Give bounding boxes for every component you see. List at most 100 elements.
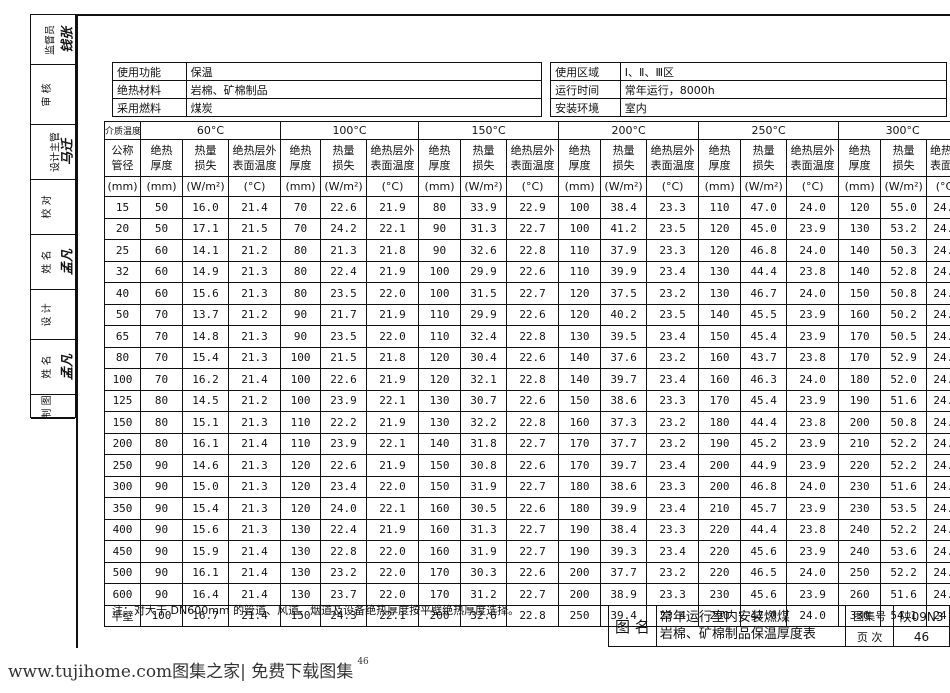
unit-loss: (W/m²) [182,176,229,197]
unit-thick: (mm) [838,176,882,197]
temp-header: 250°C [698,121,840,140]
value-cell: 200 [698,454,742,477]
value-cell: 160 [418,518,462,541]
value-cell: 45.4 [740,389,788,412]
value-cell: 22.6 [506,389,560,412]
pipe-diameter-cell: 40 [104,282,141,305]
value-cell: 21.9 [366,260,420,283]
value-cell: 240 [838,540,882,563]
value-cell: 23.8 [786,518,840,541]
value-cell: 21.9 [366,518,420,541]
value-cell: 40.2 [600,303,648,326]
table-row: 250 90 14.6 21.3 120 22.6 21.9 150 30.8 22.6 170 39… [104,454,950,477]
page-number: 46 [893,626,950,647]
value-cell: 33.9 [460,196,508,219]
value-cell: 110 [280,411,322,434]
value-cell: 50.8 [880,411,928,434]
value-cell: 39.9 [600,260,648,283]
value-cell: 23.8 [786,411,840,434]
value-cell: 230 [838,475,882,498]
value-cell: 21.3 [227,346,282,369]
signature-cell: 监督员 钱张 [31,15,76,65]
heat-loss-header: 热量损失 [182,139,229,177]
pipe-diameter-cell: 100 [104,368,141,391]
surface-temp-header-text: 绝热层外表面温度 [510,144,555,172]
value-cell: 190 [558,518,602,541]
title-row: 页 次 46 [609,626,950,647]
value-cell: 24.3 [926,325,950,348]
value-cell: 15.0 [182,475,229,498]
temp-header: 150°C [418,121,560,140]
value-cell: 46.5 [740,561,788,584]
value-cell: 43.7 [740,346,788,369]
table-body: 15 50 16.0 21.4 70 22.6 21.9 80 33.9 22.9 100 38.4 2… [104,196,950,627]
value-cell: 50.3 [880,239,928,262]
value-cell: 80 [280,260,322,283]
value-cell: 16.4 [182,583,229,606]
surface-temp-header-text: 绝热层外表面温度 [370,144,415,172]
value-cell: 21.3 [320,239,368,262]
value-cell: 23.5 [646,217,700,240]
value-cell: 41.2 [600,217,648,240]
value-cell: 52.8 [880,260,928,283]
value-cell: 38.6 [600,389,648,412]
value-cell: 22.6 [506,561,560,584]
value-cell: 130 [418,411,462,434]
value-cell: 21.2 [227,303,282,326]
value-cell: 16.0 [182,196,229,219]
value-cell: 130 [280,518,322,541]
value-cell: 180 [558,497,602,520]
value-cell: 21.7 [320,303,368,326]
value-cell: 130 [558,325,602,348]
value-cell: 90 [140,561,183,584]
value-cell: 14.6 [182,454,229,477]
value-cell: 180 [558,475,602,498]
value-cell: 23.2 [646,411,700,434]
surface-temp-header: 绝热层外表面温度 [646,139,700,177]
info-row: 绝热材料 岩棉、矿棉制品 运行时间 常年运行，8000h [112,80,948,99]
value-cell: 15.9 [182,540,229,563]
value-cell: 23.8 [786,260,840,283]
value-cell: 46.8 [740,475,788,498]
value-cell: 45.5 [740,303,788,326]
value-cell: 38.6 [600,475,648,498]
value-cell: 140 [838,239,882,262]
info-spacer [542,63,551,81]
value-cell: 23.9 [786,217,840,240]
table-row: 300 90 15.0 21.3 120 23.4 22.0 150 31.9 22.7 180 38… [104,475,950,498]
value-cell: 22.8 [506,368,560,391]
value-cell: 24.5 [926,518,950,541]
surface-temp-header: 绝热层外表面温度 [366,139,420,177]
drawing-frame [76,14,950,648]
table-note: 注：对大于 DN600mm 的管道、风道、烟道及设备绝热厚度按平壁绝热厚度选择。 [112,604,520,617]
unit-temp: (°C) [786,176,840,197]
value-cell: 15.4 [182,497,229,520]
value-cell: 51.6 [880,583,928,606]
value-cell: 21.9 [366,196,420,219]
signature-role: 校 对 [42,195,54,219]
value-cell: 120 [838,196,882,219]
value-cell: 100 [418,260,462,283]
value-cell: 30.8 [460,454,508,477]
value-cell: 50.8 [880,282,928,305]
value-cell: 22.8 [506,604,560,627]
value-cell: 130 [698,260,742,283]
value-cell: 22.1 [366,604,420,627]
signature: 孟凡 [60,353,76,381]
value-cell: 160 [838,303,882,326]
value-cell: 46.8 [740,239,788,262]
value-cell: 24.4 [926,475,950,498]
value-cell: 23.9 [786,497,840,520]
value-cell: 22.6 [506,260,560,283]
value-cell: 24.5 [926,260,950,283]
value-cell: 16.1 [182,561,229,584]
unit-temp: (°C) [227,176,282,197]
value-cell: 23.4 [646,454,700,477]
heat-loss-header: 热量损失 [880,139,928,177]
value-cell: 14.9 [182,260,229,283]
surface-temp-header: 绝热层外表面温度 [926,139,950,177]
value-cell: 210 [838,432,882,455]
value-cell: 250 [558,604,602,627]
table-row: 200 80 16.1 21.4 110 23.9 22.1 140 31.8 22.7 170 37… [104,432,950,455]
thickness-header-text: 绝热厚度 [848,144,871,172]
